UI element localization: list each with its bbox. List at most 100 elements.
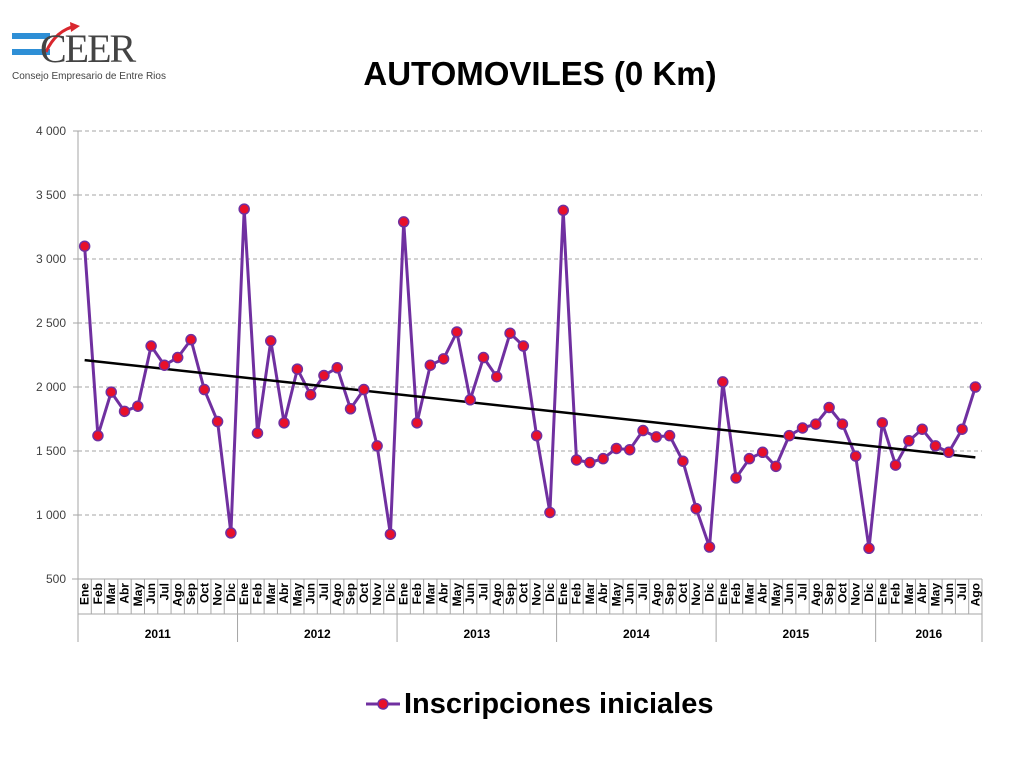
chart-title: AUTOMOVILES (0 Km) bbox=[363, 55, 717, 92]
data-point bbox=[730, 472, 742, 484]
data-point bbox=[823, 401, 835, 414]
x-tick-label: May bbox=[290, 583, 304, 607]
ceer-logo-graphic: CEER bbox=[12, 22, 139, 71]
x-tick-label: Ago bbox=[649, 583, 663, 606]
ceer-logo: CEER bbox=[10, 22, 180, 88]
x-tick-label: Dic bbox=[224, 583, 238, 602]
data-point bbox=[371, 440, 383, 452]
data-point bbox=[477, 351, 490, 364]
data-point bbox=[597, 452, 609, 465]
data-point bbox=[397, 216, 410, 228]
data-point bbox=[185, 333, 197, 346]
data-point bbox=[863, 542, 875, 555]
x-tick-label: Abr bbox=[118, 583, 132, 604]
y-tick-label: 4 000 bbox=[36, 124, 66, 138]
x-tick-label: Nov bbox=[370, 583, 384, 606]
y-tick-label: 3 500 bbox=[36, 188, 66, 202]
x-tick-label: Jul bbox=[157, 583, 171, 600]
data-point bbox=[491, 371, 503, 383]
data-point bbox=[717, 376, 729, 388]
data-point bbox=[956, 423, 968, 435]
year-label: 2013 bbox=[463, 627, 490, 641]
x-tick-label: Ago bbox=[330, 583, 344, 606]
legend-marker bbox=[366, 698, 400, 710]
x-tick-label: Nov bbox=[530, 583, 544, 606]
x-tick-label: Ago bbox=[809, 583, 823, 606]
data-point bbox=[251, 427, 264, 439]
data-point bbox=[969, 381, 982, 393]
data-point bbox=[358, 383, 370, 396]
x-tick-label: Jul bbox=[317, 583, 331, 600]
data-point bbox=[105, 386, 117, 398]
data-point bbox=[424, 359, 437, 371]
trendline bbox=[84, 358, 976, 459]
data-point bbox=[145, 340, 157, 352]
x-tick-label: Jun bbox=[304, 583, 318, 604]
series-points bbox=[78, 203, 982, 555]
data-point bbox=[118, 405, 131, 418]
y-axis-tick-labels: 500 1 000 1 500 2 000 2 500 3 000 3 500 4 000 bbox=[36, 124, 66, 586]
x-tick-label: Ene bbox=[397, 583, 411, 605]
data-point bbox=[610, 442, 623, 455]
data-point bbox=[690, 502, 702, 515]
data-point bbox=[451, 326, 463, 338]
x-tick-label: Ago bbox=[171, 583, 185, 606]
x-tick-label: Nov bbox=[849, 583, 863, 606]
data-point bbox=[304, 388, 317, 401]
data-point bbox=[796, 422, 809, 434]
x-tick-label: Feb bbox=[729, 583, 743, 604]
data-point bbox=[132, 400, 144, 412]
y-tick-label: 2 000 bbox=[36, 380, 66, 394]
x-tick-label: Oct bbox=[516, 583, 530, 603]
data-point bbox=[584, 456, 596, 469]
legend-label: Inscripciones iniciales bbox=[404, 687, 714, 720]
data-point bbox=[158, 359, 171, 371]
ceer-logo-subtitle: Consejo Empresario de Entre Rios bbox=[12, 71, 166, 82]
x-tick-label: Ene bbox=[237, 583, 251, 605]
y-tick-label: 500 bbox=[46, 572, 66, 586]
data-point bbox=[544, 506, 556, 519]
x-tick-label: Nov bbox=[211, 583, 225, 606]
x-tick-label: Feb bbox=[889, 583, 903, 604]
x-tick-label: Feb bbox=[410, 583, 424, 604]
data-point bbox=[677, 455, 689, 467]
x-tick-label: May bbox=[131, 583, 145, 607]
data-point bbox=[78, 240, 91, 252]
y-tick-label: 1 000 bbox=[36, 508, 66, 522]
x-tick-label: Jun bbox=[463, 583, 477, 604]
x-tick-label: Jul bbox=[476, 583, 490, 600]
x-tick-label: Dic bbox=[543, 583, 557, 602]
data-point bbox=[570, 454, 583, 466]
x-tick-label: Oct bbox=[676, 583, 690, 603]
data-point bbox=[517, 340, 530, 352]
data-point bbox=[743, 452, 756, 465]
data-point bbox=[198, 383, 211, 396]
data-point bbox=[903, 435, 915, 447]
x-tick-label: Sep bbox=[184, 583, 198, 605]
x-tick-label: Sep bbox=[344, 583, 358, 605]
series-line-path bbox=[83, 207, 977, 550]
data-point bbox=[810, 418, 822, 430]
year-label: 2016 bbox=[915, 627, 942, 641]
trendline-group bbox=[84, 358, 976, 459]
data-point bbox=[889, 459, 902, 471]
data-point bbox=[225, 527, 237, 539]
year-label: 2011 bbox=[145, 627, 171, 641]
x-tick-label: Mar bbox=[264, 583, 278, 605]
x-tick-label: Sep bbox=[822, 583, 836, 605]
x-tick-label: Oct bbox=[835, 583, 849, 603]
x-tick-label: Abr bbox=[756, 583, 770, 604]
svg-text:CEER: CEER bbox=[40, 26, 137, 71]
x-tick-label: Ago bbox=[490, 583, 504, 606]
data-point bbox=[92, 429, 104, 442]
data-point bbox=[278, 417, 290, 429]
x-tick-label: May bbox=[928, 583, 942, 607]
data-point bbox=[929, 440, 942, 452]
gridlines bbox=[78, 130, 982, 516]
x-tick-label: Ene bbox=[716, 583, 730, 605]
x-tick-label: Ene bbox=[875, 583, 889, 605]
data-point bbox=[331, 362, 343, 374]
x-tick-label: Abr bbox=[277, 583, 291, 604]
x-tick-label: Jun bbox=[144, 583, 158, 604]
